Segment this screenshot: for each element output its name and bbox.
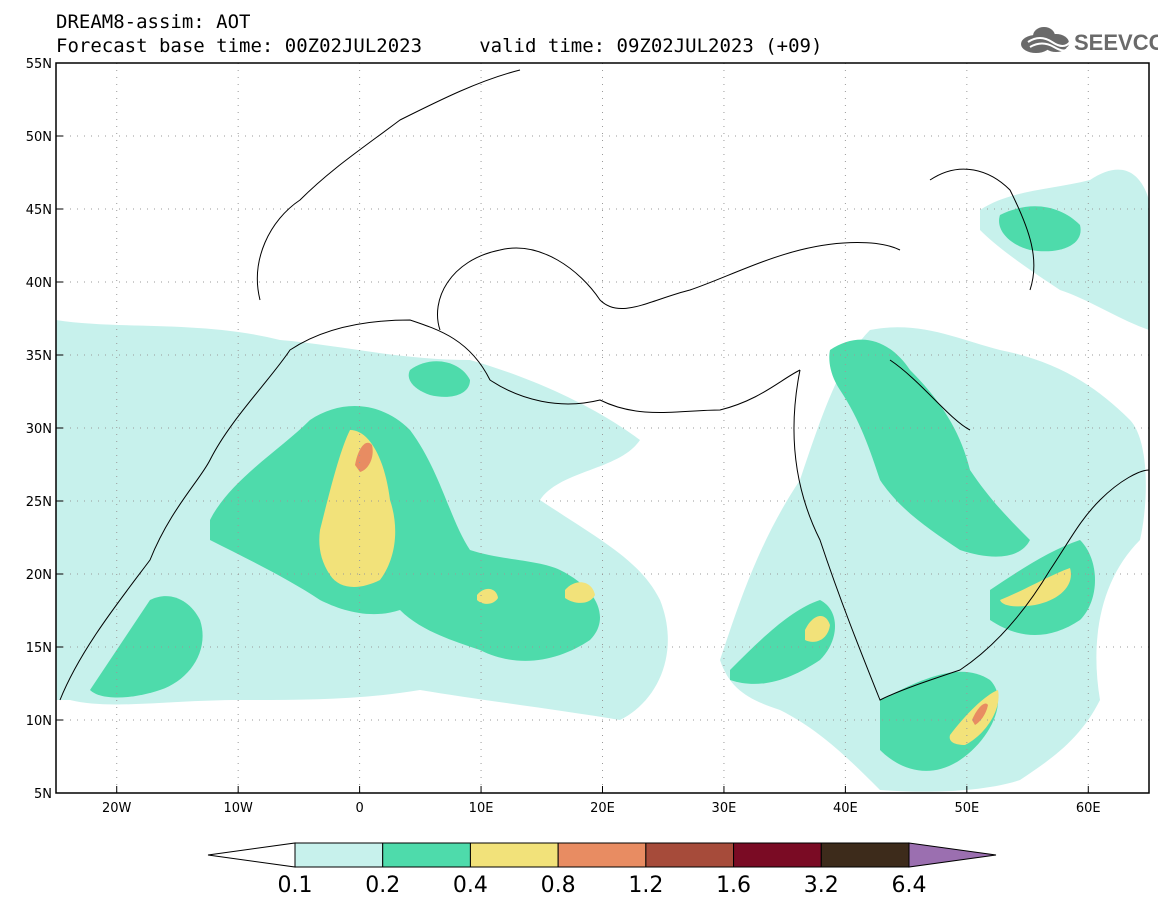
lat-tick-label: 10N bbox=[26, 714, 52, 729]
coastlines bbox=[59, 69, 1149, 701]
lat-tick-label: 25N bbox=[26, 495, 52, 510]
forecast-time-line: Forecast base time: 00Z02JUL2023 valid t… bbox=[56, 35, 823, 57]
lon-tick-label: 10E bbox=[469, 801, 494, 816]
colorbar-swatch bbox=[820, 842, 910, 868]
colorbar-label: 0.8 bbox=[541, 873, 576, 898]
colorbar-swatch bbox=[469, 842, 559, 868]
aot-region-chad bbox=[565, 582, 595, 603]
lon-tick-label: 40E bbox=[833, 801, 858, 816]
aot-region-sahel-west bbox=[90, 596, 203, 698]
colorbar: 0.1 0.2 0.4 0.8 1.2 1.6 3.2 6.4 bbox=[207, 842, 997, 898]
lon-tick-label: 30E bbox=[712, 801, 737, 816]
aot-region-red-sea bbox=[730, 600, 835, 684]
colorbar-high-arrow bbox=[908, 842, 997, 868]
lat-tick-label: 5N bbox=[34, 787, 52, 802]
aot-region-caspian bbox=[980, 169, 1149, 330]
lat-tick-label: 45N bbox=[26, 203, 52, 218]
aot-region-sahara-peak bbox=[355, 442, 373, 472]
cloud-icon bbox=[1021, 27, 1071, 53]
colorbar-label: 3.2 bbox=[804, 873, 839, 898]
colorbar-swatch bbox=[557, 842, 647, 868]
aot-region-somalia-peak bbox=[972, 703, 988, 725]
lat-tick-label: 50N bbox=[26, 130, 52, 145]
latitude-ticks: 55N 50N 45N 40N 35N 30N 25N 20N 15N 10N 5N bbox=[26, 57, 63, 802]
colorbar-swatch bbox=[733, 842, 822, 868]
colorbar-low-arrow bbox=[207, 842, 296, 868]
colorbar-label: 0.2 bbox=[365, 873, 400, 898]
colorbar-label: 6.4 bbox=[892, 873, 927, 898]
aot-region-sahara-core bbox=[319, 430, 396, 587]
lat-tick-label: 30N bbox=[26, 422, 52, 437]
aot-region-horn-of-africa bbox=[880, 671, 999, 771]
aot-region-atlas bbox=[408, 361, 470, 397]
longitude-ticks: 20W 10W 0 10E 20E 30E 40E 50E 60E bbox=[102, 786, 1101, 816]
lon-tick-label: 20E bbox=[590, 801, 615, 816]
aot-region-caspian-core bbox=[999, 206, 1081, 252]
lon-tick-label: 20W bbox=[102, 801, 132, 816]
aot-region-mesopotamia bbox=[829, 339, 1030, 557]
lat-tick-label: 35N bbox=[26, 349, 52, 364]
lat-tick-label: 55N bbox=[26, 57, 52, 72]
lon-tick-label: 10W bbox=[223, 801, 253, 816]
aot-field bbox=[56, 63, 1149, 793]
seevccc-logo: SEEVCCC bbox=[1021, 27, 1158, 55]
lat-tick-label: 15N bbox=[26, 641, 52, 656]
colorbar-swatch bbox=[294, 842, 384, 868]
lon-tick-label: 50E bbox=[954, 801, 979, 816]
colorbar-label: 1.2 bbox=[628, 873, 663, 898]
colorbar-swatch bbox=[645, 842, 735, 868]
aot-region-oman bbox=[1000, 568, 1071, 607]
logo-text: SEEVCCC bbox=[1074, 30, 1158, 55]
lon-tick-label: 60E bbox=[1076, 801, 1101, 816]
colorbar-label: 0.1 bbox=[278, 873, 313, 898]
aot-region-eritrea bbox=[805, 615, 830, 642]
colorbar-label: 0.4 bbox=[453, 873, 488, 898]
colorbar-swatch bbox=[382, 842, 471, 868]
aot-region-niger bbox=[477, 588, 498, 604]
lat-tick-label: 40N bbox=[26, 276, 52, 291]
chart-title: DREAM8-assim: AOT bbox=[56, 11, 251, 33]
lon-tick-label: 0 bbox=[355, 801, 363, 816]
aot-region-arabia bbox=[720, 327, 1146, 792]
colorbar-label: 1.6 bbox=[716, 873, 751, 898]
lat-tick-label: 20N bbox=[26, 568, 52, 583]
aot-region-sahara bbox=[210, 406, 600, 661]
